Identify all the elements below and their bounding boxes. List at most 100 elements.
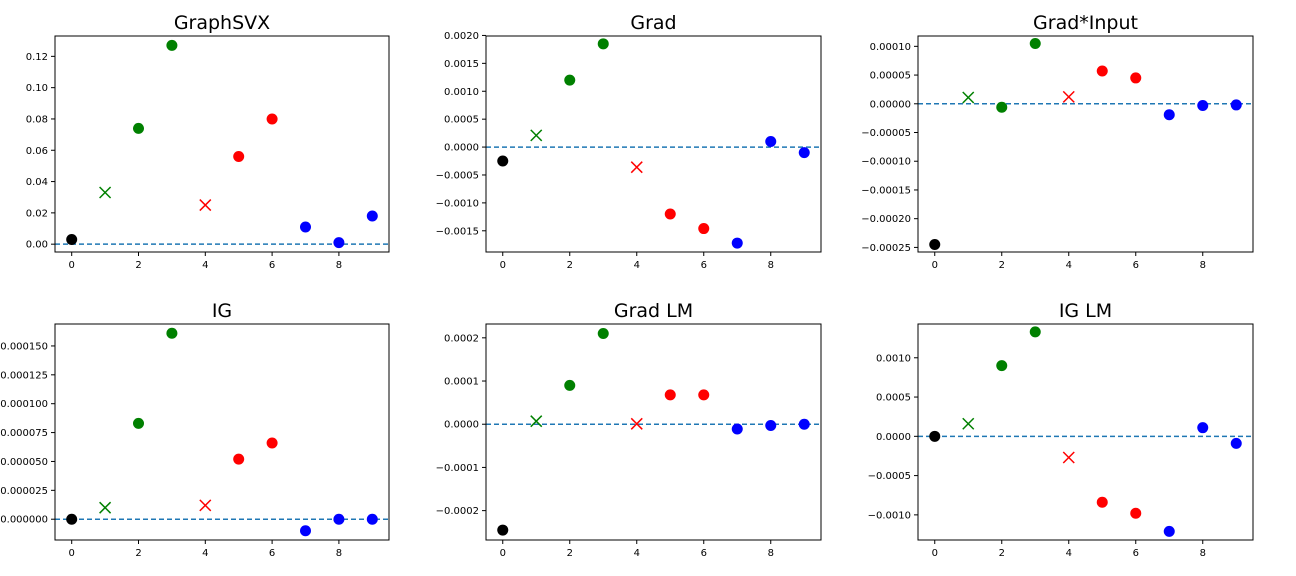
data-point-x-marker	[630, 161, 643, 174]
y-tick-label: 0.0010	[876, 353, 911, 364]
y-tick-label: −0.00005	[861, 128, 911, 139]
data-point	[1163, 109, 1175, 121]
x-tick-label: 6	[1133, 260, 1139, 271]
x-tick-label: 2	[135, 260, 141, 271]
data-point	[731, 237, 743, 249]
y-tick-label: −0.00010	[861, 157, 911, 168]
plot-frame	[485, 323, 822, 541]
y-tick-label: 0.0005	[876, 393, 911, 404]
x-tick-label: 0	[500, 548, 506, 559]
data-point-x-marker	[1062, 451, 1075, 464]
x-tick-label: 4	[202, 260, 208, 271]
data-point-x-marker	[530, 415, 543, 428]
x-tick-label: 6	[701, 548, 707, 559]
data-point	[133, 122, 144, 134]
data-point	[1029, 37, 1041, 49]
plot-frame	[917, 35, 1254, 253]
x-tick-label: 8	[1200, 548, 1206, 559]
x-tick-label: 6	[701, 260, 707, 271]
data-point	[300, 221, 311, 233]
y-tick-label: 0.000000	[0, 515, 48, 526]
y-tick-label: 0.0000	[876, 432, 911, 443]
subplot-title: GraphSVX	[174, 12, 270, 34]
data-point	[929, 239, 941, 251]
x-tick-label: 8	[1200, 260, 1206, 271]
y-tick-label: −0.0010	[868, 510, 911, 521]
y-tick-label: 0.04	[26, 177, 48, 188]
y-tick-label: 0.0000	[444, 143, 479, 154]
subplot-title: Grad LM	[614, 300, 693, 322]
x-tick-label: 4	[634, 260, 640, 271]
y-tick-label: 0.000125	[0, 370, 48, 381]
data-point	[1230, 437, 1242, 449]
subplot-1: GraphSVX 0 2 4 6 8 0.00 0.02 0.04 0.06 0.08 0.10 0.1…	[26, 12, 390, 271]
y-tick-label: −0.0001	[436, 463, 479, 474]
data-point-x-marker	[99, 501, 112, 514]
subplot-title: Grad*Input	[1033, 12, 1138, 34]
data-point	[664, 389, 676, 401]
data-point-x-marker	[199, 199, 212, 212]
data-point	[1130, 72, 1142, 84]
data-point	[731, 423, 743, 435]
y-tick-label: 0.00000	[870, 99, 911, 110]
x-tick-label: 0	[932, 260, 938, 271]
x-tick-label: 8	[336, 548, 342, 559]
data-point	[1096, 65, 1108, 77]
subplot-title: Grad	[630, 12, 676, 34]
y-tick-label: 0.000075	[0, 428, 48, 439]
plot-frame	[54, 35, 390, 253]
data-point	[166, 39, 178, 51]
data-point	[698, 389, 710, 401]
y-tick-label: 0.000100	[0, 399, 48, 410]
x-tick-label: 4	[202, 548, 208, 559]
data-point	[233, 453, 245, 465]
x-tick-label: 6	[269, 548, 275, 559]
data-point	[133, 417, 144, 429]
data-point	[564, 74, 576, 86]
x-tick-label: 8	[768, 548, 774, 559]
data-point	[233, 151, 245, 163]
data-point-x-marker	[99, 186, 112, 199]
y-tick-label: 0.0015	[444, 59, 479, 70]
y-tick-label: −0.00025	[861, 243, 911, 254]
data-point	[66, 513, 78, 525]
x-tick-label: 6	[1133, 548, 1139, 559]
x-tick-label: 8	[336, 260, 342, 271]
subplot-3: Grad*Input 0 2 4 6 8 −0.00025 −0.00020 −0.00015 −…	[861, 12, 1254, 271]
y-tick-label: 0.12	[26, 52, 48, 63]
y-tick-label: 0.0005	[444, 115, 479, 126]
y-tick-label: −0.0010	[436, 198, 479, 209]
data-point	[1163, 525, 1175, 537]
subplot-5: Grad LM 0 2 4 6 8 −0.0002 −0.0001 0.0000 0.0001 0.…	[436, 300, 822, 559]
y-tick-label: 0.0020	[444, 31, 479, 42]
y-tick-label: 0.00	[26, 240, 48, 251]
data-point-x-marker	[199, 499, 212, 512]
data-point	[366, 513, 378, 525]
x-tick-label: 0	[69, 260, 75, 271]
subplot-title: IG LM	[1059, 300, 1112, 322]
data-point	[996, 360, 1008, 372]
x-tick-label: 0	[932, 548, 938, 559]
y-tick-label: 0.06	[26, 146, 48, 157]
plot-frame	[917, 323, 1254, 541]
x-tick-label: 4	[634, 548, 640, 559]
data-point	[166, 327, 178, 339]
data-point	[300, 525, 311, 537]
data-point-x-marker	[1062, 90, 1075, 103]
y-tick-label: −0.0002	[436, 506, 479, 517]
y-tick-label: 0.02	[26, 208, 48, 219]
y-tick-label: 0.10	[26, 83, 48, 94]
data-point	[333, 237, 345, 249]
x-tick-label: 2	[135, 548, 141, 559]
x-tick-label: 0	[500, 260, 506, 271]
data-point	[333, 513, 345, 525]
y-tick-label: −0.0015	[436, 226, 479, 237]
y-tick-label: 0.00005	[870, 71, 911, 82]
data-point	[798, 418, 810, 430]
y-tick-label: 0.08	[26, 114, 48, 125]
data-point	[497, 524, 509, 536]
data-point	[765, 135, 777, 147]
y-tick-label: 0.0002	[444, 333, 479, 344]
data-point-x-marker	[630, 417, 643, 430]
